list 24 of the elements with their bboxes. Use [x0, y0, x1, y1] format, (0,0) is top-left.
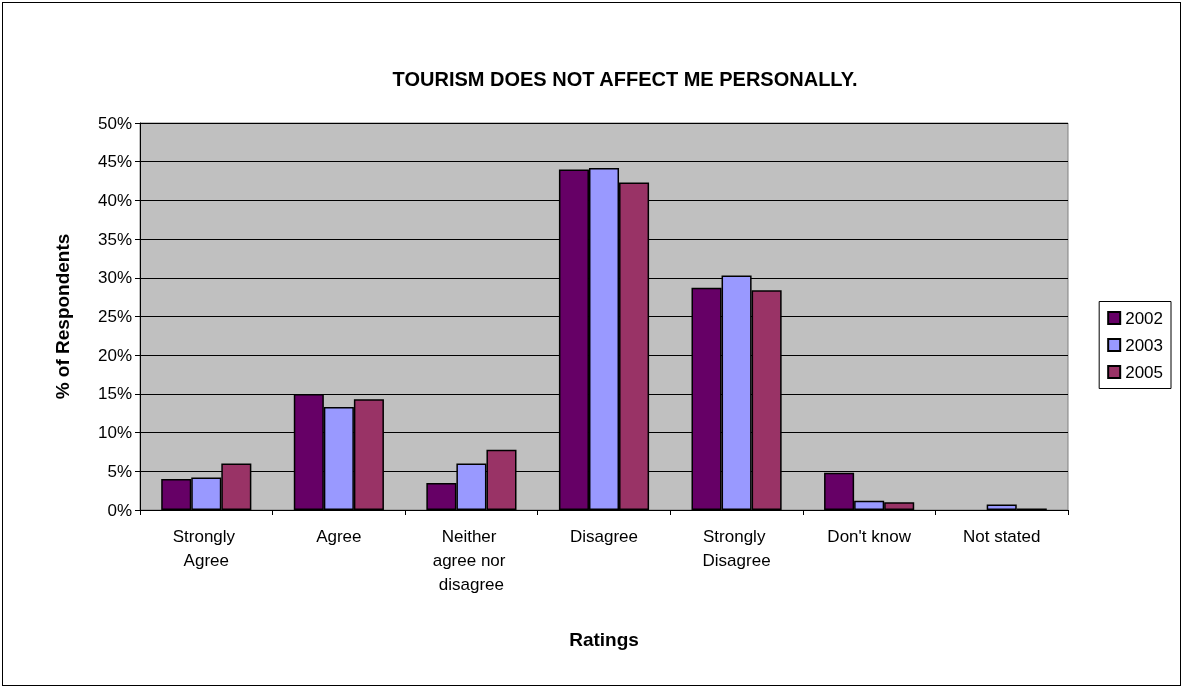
y-tick-label: 40%: [97, 190, 132, 210]
y-tick-label: 15%: [97, 384, 132, 404]
y-tick-label: 10%: [97, 423, 132, 443]
y-tick-label: 35%: [97, 229, 132, 249]
y-axis-title: % of Respondents: [52, 233, 73, 400]
x-axis-title: Ratings: [569, 629, 639, 650]
y-tick-label: 30%: [97, 268, 132, 288]
legend-label: 2003: [1125, 335, 1164, 355]
legend-label: 2005: [1125, 362, 1164, 382]
chart-title: TOURISM DOES NOT AFFECT ME PERSONALLY.: [392, 68, 858, 90]
y-tick-label: 0%: [107, 500, 132, 520]
y-tick-label: 5%: [107, 461, 132, 481]
x-tick-label: Strongly Disagree: [702, 526, 771, 570]
x-tick-label: Not stated: [962, 526, 1041, 546]
y-tick-label: 45%: [97, 152, 132, 172]
x-tick-label: Disagree: [569, 526, 639, 546]
y-tick-label: 50%: [97, 113, 132, 133]
x-tick-label: Strongly Agree: [172, 526, 240, 570]
y-tick-label: 25%: [97, 307, 132, 326]
y-tick-label: 20%: [97, 345, 132, 365]
x-tick-label: Neither agree nor disagree: [432, 526, 511, 594]
x-tick-label: Agree: [316, 526, 362, 546]
x-tick-label: Don't know: [827, 526, 912, 546]
legend-label: 2002: [1125, 308, 1164, 328]
